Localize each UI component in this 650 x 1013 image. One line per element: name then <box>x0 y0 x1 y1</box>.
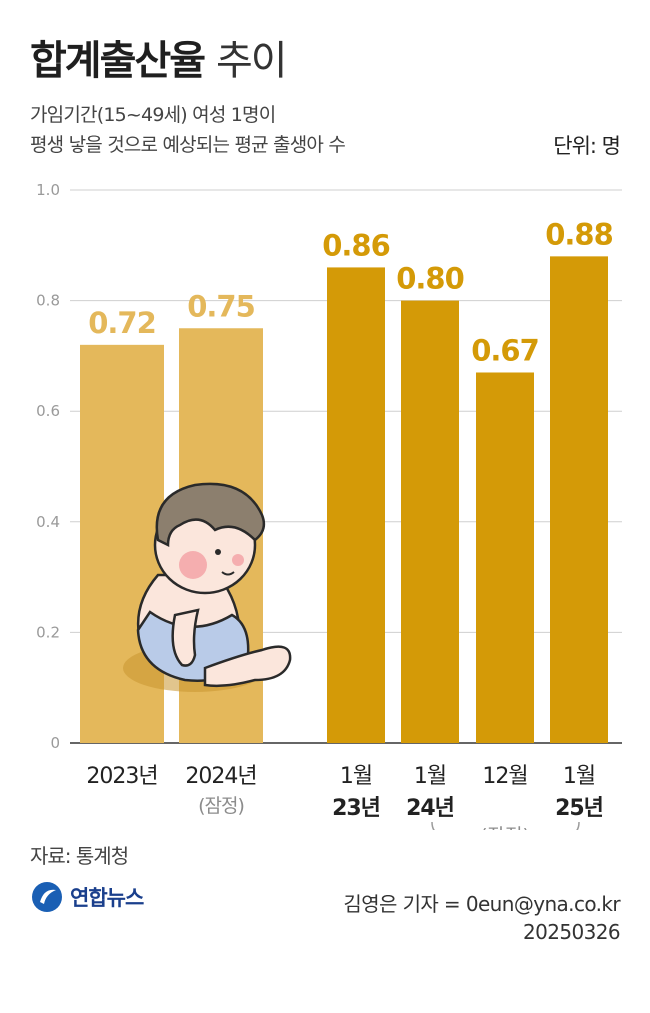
y-tick-label: 0.6 <box>36 402 60 420</box>
bar-chart: 1.0 0.8 0.6 0.4 0.2 0 0.72 0.75 0.860.80 0.67 0.8… <box>36 181 622 830</box>
baby-illustration <box>123 482 292 692</box>
x-category-sublabel: 25년 <box>555 796 604 821</box>
data-label: 0.75 <box>187 289 255 323</box>
credit-date: 20250326 <box>523 920 621 944</box>
x-category-label: 2023년 <box>86 764 158 789</box>
x-category-label: 1월 <box>562 764 596 789</box>
y-tick-label: 1.0 <box>36 181 60 199</box>
bar <box>327 267 385 743</box>
data-label: 0.80 <box>396 262 464 296</box>
data-label: 0.88 <box>545 217 613 251</box>
bar <box>476 372 534 743</box>
data-label: 0.86 <box>322 228 390 262</box>
subtitle-line2: 평생 낳을 것으로 예상되는 평균 출생아 수 <box>30 134 346 156</box>
title-light: 추이 <box>215 38 288 84</box>
unit-label: 단위: 명 <box>553 134 621 158</box>
y-tick-label: 0.2 <box>36 623 60 641</box>
yonhap-logo-icon <box>32 882 62 912</box>
subtitle-line1: 가임기간(15~49세) 여성 1명이 <box>30 104 276 126</box>
yonhap-logo: 연합뉴스 <box>30 880 144 914</box>
x-category-label: 1월 <box>413 764 447 789</box>
credit: 김영은 기자 = 0eun@yna.co.kr 20250326 <box>343 890 620 946</box>
x-category-label: 12월 <box>482 764 528 789</box>
bar <box>550 256 608 743</box>
x-category-label: 2024년 <box>185 764 257 789</box>
x-category-label: 1월 <box>339 764 373 789</box>
data-label: 0.72 <box>88 306 156 340</box>
bar <box>401 300 459 743</box>
x-category-sublabel: (잠정) <box>198 795 245 817</box>
title-bold: 합계출산율 <box>30 38 206 84</box>
provisional-note: (잠정) <box>480 825 530 830</box>
value-labels: 0.72 0.75 0.860.80 0.67 0.88 (잠정) <box>88 217 614 830</box>
y-tick-label: 0.4 <box>36 513 60 531</box>
y-tick-label: 0 <box>50 734 60 752</box>
logo-text: 연합뉴스 <box>70 886 144 910</box>
y-tick-label: 0.8 <box>36 292 60 310</box>
x-category-sublabel: 23년 <box>332 796 381 821</box>
source-note: 자료: 통계청 <box>30 844 129 868</box>
provisional-bracket <box>431 821 580 830</box>
chart-title: 합계출산율 추이 <box>30 28 288 86</box>
data-label: 0.67 <box>471 333 539 367</box>
x-category-sublabel: 24년 <box>406 796 455 821</box>
credit-reporter: 김영은 기자 = 0eun@yna.co.kr <box>343 892 620 916</box>
